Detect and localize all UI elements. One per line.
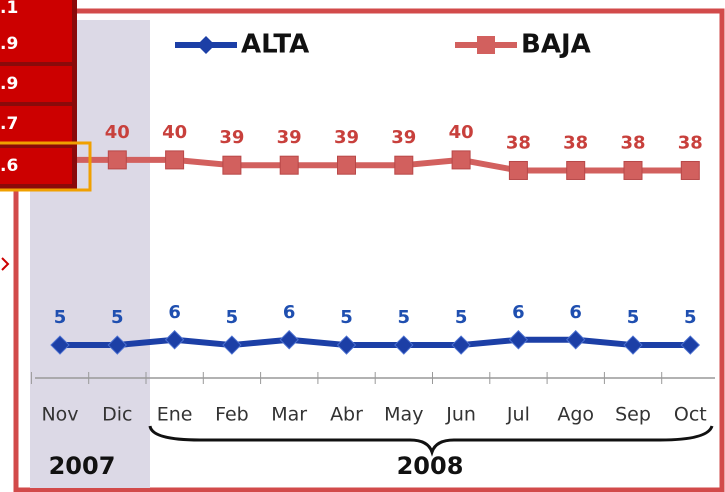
- marker: [222, 155, 242, 175]
- data-label: 39: [334, 127, 359, 148]
- marker: [164, 330, 185, 350]
- x-tick-label: Feb: [215, 404, 249, 426]
- table-cell: [0, 66, 72, 102]
- data-label: 6: [512, 302, 525, 323]
- marker: [50, 335, 70, 355]
- marker: [222, 335, 242, 355]
- marker: [566, 160, 586, 180]
- data-label: 5: [455, 307, 468, 328]
- data-label: 38: [506, 132, 531, 153]
- data-label: 5: [340, 307, 353, 328]
- x-tick-label: Abr: [330, 404, 363, 426]
- data-label: 38: [620, 132, 645, 153]
- x-tick-label: Sep: [615, 404, 651, 426]
- marker: [623, 335, 643, 355]
- legend-label: BAJA: [521, 30, 591, 60]
- data-label: 38: [563, 132, 588, 153]
- legend-label: ALTA: [241, 30, 309, 60]
- table-cell-text: .9: [0, 74, 18, 94]
- legend-marker: [197, 36, 215, 54]
- marker: [336, 335, 357, 355]
- marker: [337, 155, 356, 175]
- table-cell: [0, 148, 72, 184]
- x-tick-label: Dic: [102, 404, 132, 426]
- marker: [508, 330, 529, 350]
- data-label: 5: [111, 307, 124, 328]
- table: .1 .9 .9 .7 .6: [0, 0, 92, 192]
- brace: [148, 425, 714, 457]
- marker: [107, 335, 128, 355]
- data-label: 39: [277, 127, 302, 148]
- table-cell: [0, 26, 72, 62]
- marker: [394, 155, 414, 175]
- marker: [279, 330, 299, 350]
- marker: [451, 150, 471, 170]
- data-label: 40: [449, 122, 474, 143]
- year-label: 2007: [49, 452, 116, 480]
- marker: [565, 330, 586, 350]
- highlight: [0, 141, 92, 192]
- data-label: 40: [162, 122, 187, 143]
- table-cell-text: .1: [0, 0, 18, 18]
- marker: [279, 155, 299, 175]
- data-label: 5: [54, 307, 67, 328]
- x-tick-label: Nov: [41, 404, 78, 426]
- data-label: 6: [283, 302, 296, 323]
- data-label: 39: [219, 127, 244, 148]
- x-tick-label: Jun: [445, 404, 476, 426]
- table-cell-text: .7: [0, 114, 18, 134]
- x-tick-label: Mar: [271, 404, 307, 426]
- marker: [680, 335, 701, 355]
- data-label: 5: [226, 307, 239, 328]
- data-label: 6: [569, 302, 582, 323]
- table-cell-text: .6: [0, 156, 18, 176]
- series-line: [60, 156, 691, 174]
- data-label: 38: [678, 132, 703, 153]
- x-tick-label: Ago: [557, 404, 594, 426]
- data-label: 5: [627, 307, 640, 328]
- marker: [394, 335, 414, 355]
- data-label: 5: [684, 307, 697, 328]
- year-label: 2008: [397, 452, 464, 480]
- marker: [623, 160, 643, 180]
- marker: [680, 160, 700, 180]
- data-label: 6: [168, 302, 181, 323]
- marker: [451, 335, 471, 355]
- marker: [107, 150, 127, 170]
- x-tick-label: Oct: [674, 404, 707, 426]
- x-tick-label: Jul: [506, 404, 530, 426]
- table-cell: [0, 0, 72, 26]
- table-cell-text: .9: [0, 34, 18, 54]
- marker: [165, 150, 185, 170]
- data-label: 5: [398, 307, 411, 328]
- x-tick-label: May: [384, 404, 423, 426]
- legend-marker: [477, 36, 495, 54]
- data-label: 39: [391, 127, 416, 148]
- marker: [508, 160, 528, 180]
- plot: Nov Dic Ene Feb Mar Abr May Jun Jul Ago Sep Oct 5 5 6 5…: [30, 122, 707, 426]
- data-label: 40: [105, 122, 130, 143]
- arrow: [1, 257, 10, 271]
- table-cell: [0, 106, 72, 142]
- series-line: [60, 336, 691, 349]
- x-tick-label: Ene: [157, 404, 193, 426]
